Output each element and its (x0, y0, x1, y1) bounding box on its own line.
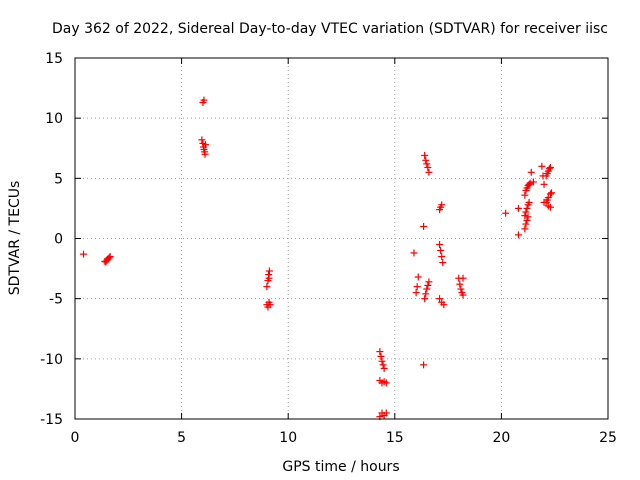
data-point (421, 295, 429, 303)
data-points (80, 96, 556, 421)
data-point (523, 204, 531, 212)
data-point (459, 291, 467, 299)
data-point (538, 162, 546, 170)
data-point (382, 379, 390, 387)
data-point (106, 253, 114, 261)
data-point (412, 289, 420, 297)
data-point (526, 179, 534, 187)
y-tick-label: -15 (40, 412, 63, 428)
y-tick-label: 10 (45, 111, 63, 127)
data-point (423, 285, 431, 293)
data-point (522, 208, 530, 216)
data-point (548, 189, 556, 197)
data-point (425, 278, 433, 286)
data-point (527, 168, 535, 176)
data-point (514, 231, 522, 239)
x-tick-label: 25 (599, 430, 617, 446)
data-point (529, 178, 537, 186)
chart-title: Day 362 of 2022, Sidereal Day-to-day VTE… (52, 21, 608, 37)
data-point (420, 361, 428, 369)
data-point (420, 222, 428, 230)
data-point (265, 267, 273, 275)
data-point (436, 295, 444, 303)
data-point (438, 201, 446, 209)
y-tick-label: 0 (54, 232, 63, 248)
data-point (425, 168, 433, 176)
data-point (546, 203, 554, 211)
y-tick-label: 5 (54, 171, 63, 187)
data-point (525, 180, 533, 188)
data-point (437, 247, 445, 255)
data-point (436, 241, 444, 249)
data-point (521, 225, 529, 233)
y-tick-label: -5 (49, 292, 63, 308)
data-point (198, 136, 206, 144)
x-tick-label: 0 (71, 430, 80, 446)
grid-lines (75, 58, 608, 419)
data-point (540, 180, 548, 188)
data-point (410, 249, 418, 257)
data-point (440, 301, 448, 309)
data-point (424, 281, 432, 289)
data-point (522, 220, 530, 228)
data-point (422, 290, 430, 298)
data-point (521, 212, 529, 220)
data-point (378, 357, 386, 365)
data-point (439, 259, 447, 267)
data-point (266, 301, 274, 309)
data-point (502, 209, 510, 217)
data-point (424, 164, 432, 172)
data-point (382, 409, 390, 417)
data-point (456, 280, 464, 288)
data-point (80, 250, 88, 258)
data-point (380, 364, 388, 372)
y-tick-label: -10 (40, 352, 63, 368)
data-point (523, 216, 531, 224)
data-point (524, 213, 532, 221)
x-tick-label: 10 (279, 430, 297, 446)
data-point (379, 361, 387, 369)
data-point (413, 283, 421, 291)
plot-frame (74, 57, 609, 420)
data-point (377, 352, 385, 360)
data-point (201, 150, 209, 158)
y-axis-label: SDTVAR / TECUs (7, 181, 23, 296)
data-point (423, 160, 431, 168)
y-tick-label: 15 (45, 51, 63, 67)
data-point (414, 273, 422, 281)
data-point (263, 283, 271, 291)
data-point (105, 254, 113, 262)
data-point (421, 151, 429, 159)
data-point (514, 204, 522, 212)
x-axis-label: GPS time / hours (282, 459, 399, 475)
data-point (201, 141, 209, 149)
data-point (459, 274, 467, 282)
x-tick-label: 20 (492, 430, 510, 446)
x-tick-label: 15 (386, 430, 404, 446)
data-point (525, 198, 533, 206)
data-point (545, 165, 553, 173)
data-point (422, 156, 430, 164)
data-point (521, 191, 529, 199)
data-point (544, 194, 552, 202)
data-point (265, 274, 273, 282)
data-point (376, 348, 384, 356)
data-point (438, 253, 446, 261)
data-point (546, 190, 554, 198)
data-point (546, 164, 554, 172)
data-point (457, 285, 465, 293)
x-tick-label: 5 (177, 430, 186, 446)
data-point (200, 96, 208, 104)
tick-labels: 0 5 10 15 20 25 -15 -10 -5 0 5 10 15 (40, 51, 617, 446)
